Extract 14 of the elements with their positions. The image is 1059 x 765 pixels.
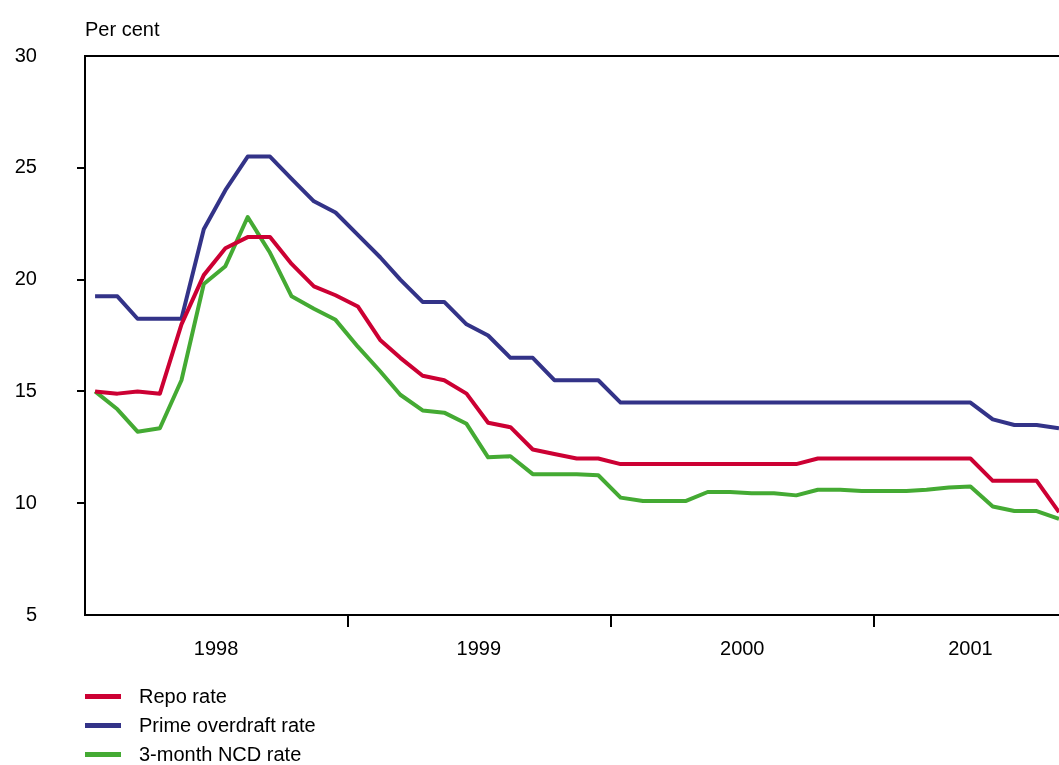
- x-tick-label: 1999: [456, 636, 502, 659]
- y-tick-label: 15: [14, 378, 37, 401]
- legend-label: Prime overdraft rate: [139, 714, 316, 737]
- y-tick-label: 10: [14, 490, 37, 513]
- y-axis-title: Per cent: [85, 18, 160, 40]
- x-tick-label: 1998: [193, 636, 239, 659]
- x-tick-label: 2001: [948, 636, 993, 659]
- x-tick-label: 2000: [720, 636, 765, 659]
- y-tick-label: 20: [14, 267, 37, 290]
- y-tick-label: 30: [14, 43, 37, 66]
- legend-label: 3-month NCD rate: [139, 743, 302, 765]
- y-tick-label: 5: [25, 602, 37, 625]
- legend-label: Repo rate: [139, 685, 227, 708]
- y-tick-label: 25: [14, 155, 37, 178]
